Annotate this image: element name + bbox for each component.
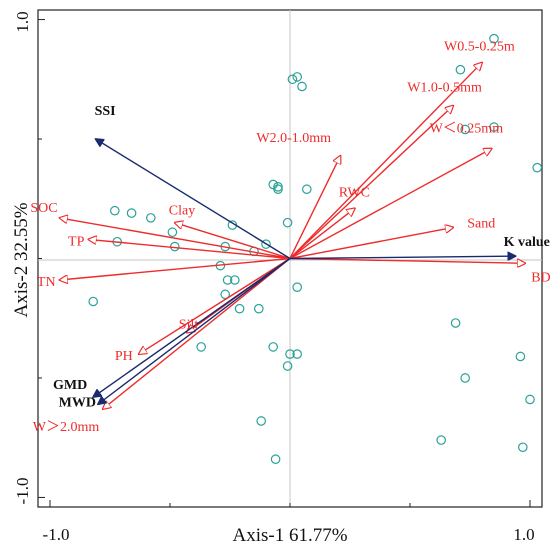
label-tp: TP [68, 234, 85, 249]
sample-point [196, 342, 206, 352]
label-gmd: GMD [53, 378, 87, 393]
arrow-sand [289, 227, 453, 260]
sample-point [517, 442, 528, 453]
arrow-tn [60, 257, 291, 281]
sample-point [489, 122, 499, 132]
label-tn: TN [37, 275, 56, 290]
sample-point [234, 303, 245, 314]
sample-point [292, 349, 302, 359]
sample-point [460, 124, 470, 135]
sample-point [268, 179, 278, 190]
arrow-ph [139, 257, 291, 355]
sample-point [230, 275, 240, 285]
label-rwc: RWC [339, 185, 370, 200]
arrow-k-values [289, 256, 516, 258]
label-soc: SOC [30, 201, 57, 216]
sample-point [460, 373, 470, 383]
axis-ticks [38, 19, 531, 507]
arrow-w1-0-0-5mm [289, 106, 453, 260]
y-tick-label-min: -1.0 [13, 478, 32, 505]
label-w2-0-1-0mm: W2.0-1.0mm [256, 131, 331, 146]
sample-point [256, 416, 266, 426]
label-w-2-0mm: W＞2.0mm [33, 420, 100, 435]
sample-point [273, 184, 283, 195]
arrow-gmd [93, 257, 291, 398]
y-tick-label-max: 1.0 [13, 11, 32, 32]
variable-arrows [60, 63, 526, 409]
sample-point [222, 275, 233, 285]
sample-point [146, 213, 156, 223]
label-k-values: K values [504, 235, 550, 250]
arrow-w-2-0mm [103, 257, 291, 410]
sample-point [170, 241, 180, 252]
label-ph: PH [115, 349, 133, 364]
arrow-w-0-25mm [289, 149, 492, 260]
arrow-rwc [289, 208, 355, 260]
sample-point [525, 394, 535, 405]
sample-point [450, 318, 461, 328]
arrow-mwd [98, 257, 291, 405]
label-ssi: SSI [95, 104, 116, 119]
sample-point [532, 162, 542, 173]
sample-point [110, 205, 120, 216]
sample-point [268, 342, 278, 352]
sample-point [282, 217, 293, 228]
sample-point [261, 239, 271, 249]
label-bd: BD [531, 270, 550, 285]
variable-labels: W0.5-0.25m W1.0-0.5mm W2.0-1.0mm W＜0.25mm RW… [30, 40, 550, 435]
y-axis-title: Axis-2 32.55% [11, 202, 32, 317]
label-mwd: MWD [59, 395, 96, 410]
sample-point [282, 361, 293, 371]
label-w1-0-0-5mm: W1.0-0.5mm [407, 81, 482, 96]
sample-point [287, 74, 298, 85]
sample-point [285, 349, 295, 359]
sample-points [88, 33, 542, 465]
sample-point [301, 184, 312, 195]
arrow-clay [175, 223, 291, 260]
arrow-w2-0-1-0mm [289, 156, 340, 259]
sample-point [88, 296, 98, 307]
arrow-ssi [96, 139, 291, 260]
sample-point [292, 72, 302, 82]
label-silt: Silt [179, 318, 199, 333]
sample-point [436, 435, 446, 445]
sample-point [220, 289, 230, 300]
x-tick-label-max: 1.0 [513, 525, 534, 544]
sample-point [515, 351, 526, 362]
sample-point [167, 227, 178, 238]
sample-point [270, 454, 281, 465]
sample-point [273, 182, 283, 192]
arrow-soc [60, 218, 291, 260]
label-sand: Sand [467, 216, 495, 231]
sample-point [292, 282, 302, 292]
sample-point [253, 303, 264, 314]
x-axis-title: Axis-1 61.77% [232, 525, 347, 546]
sample-point [489, 33, 499, 44]
arrow-tp [88, 239, 291, 260]
arrow-bd [289, 257, 525, 264]
label-w0-5-0-25m: W0.5-0.25m [444, 40, 515, 55]
sample-point [455, 64, 466, 75]
sample-point [297, 81, 307, 92]
label-w-0-25mm: W＜0.25mm [430, 122, 504, 137]
arrow-w0-5-0-25m [289, 63, 482, 259]
sample-point [126, 208, 137, 218]
label-clay: Clay [169, 204, 195, 219]
x-tick-label-min: -1.0 [43, 525, 70, 544]
